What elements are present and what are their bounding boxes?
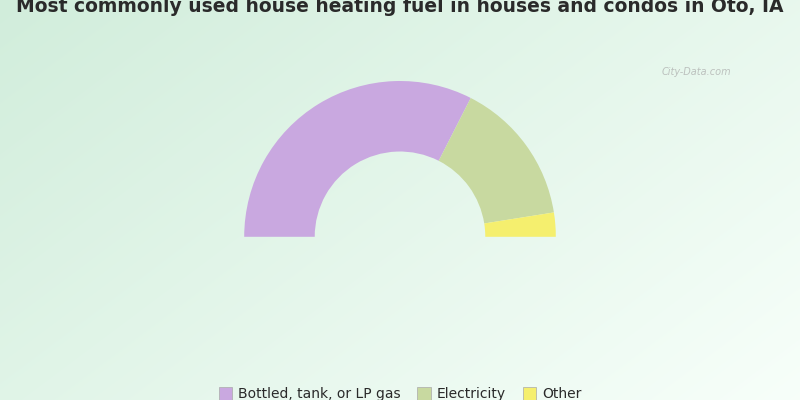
- Text: City-Data.com: City-Data.com: [661, 67, 731, 77]
- Legend: Bottled, tank, or LP gas, Electricity, Other: Bottled, tank, or LP gas, Electricity, O…: [213, 382, 587, 400]
- Wedge shape: [438, 98, 554, 224]
- Wedge shape: [484, 212, 556, 237]
- Wedge shape: [244, 81, 470, 237]
- Title: Most commonly used house heating fuel in houses and condos in Oto, IA: Most commonly used house heating fuel in…: [16, 0, 784, 16]
